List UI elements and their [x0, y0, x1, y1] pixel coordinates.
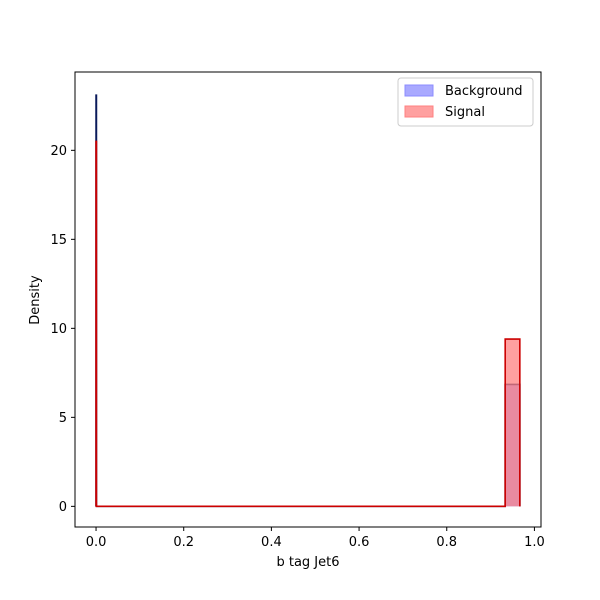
x-tick-label: 0.6 [349, 535, 370, 550]
legend-swatch-background [404, 84, 434, 97]
y-tick-label: 10 [50, 322, 67, 337]
legend-label-background: Background [445, 84, 523, 99]
y-tick-label: 0 [59, 500, 67, 515]
legend-swatch-signal [404, 105, 434, 118]
y-tick-label: 20 [50, 144, 67, 159]
x-axis-ticks: 0.0 0.2 0.4 0.6 0.8 1.0 [86, 527, 545, 550]
x-tick-label: 0.8 [436, 535, 457, 550]
step-outline-signal [95, 140, 521, 508]
bar-signal-2 [505, 339, 520, 507]
axes-frame [74, 71, 542, 528]
y-tick-label: 15 [50, 233, 67, 248]
legend-label-signal: Signal [445, 105, 485, 120]
y-axis-label: Density [28, 275, 43, 325]
x-tick-label: 0.4 [261, 535, 282, 550]
x-tick-label: 0.0 [86, 535, 107, 550]
x-tick-label: 1.0 [524, 535, 545, 550]
step-outline-background [95, 94, 521, 508]
x-axis-label: b tag Jet6 [276, 555, 339, 570]
legend: Background Signal [397, 77, 534, 127]
plot-area [95, 94, 521, 508]
y-tick-label: 5 [59, 411, 67, 426]
x-tick-label: 0.2 [173, 535, 194, 550]
y-axis-ticks: 0 5 10 15 20 [50, 144, 75, 515]
